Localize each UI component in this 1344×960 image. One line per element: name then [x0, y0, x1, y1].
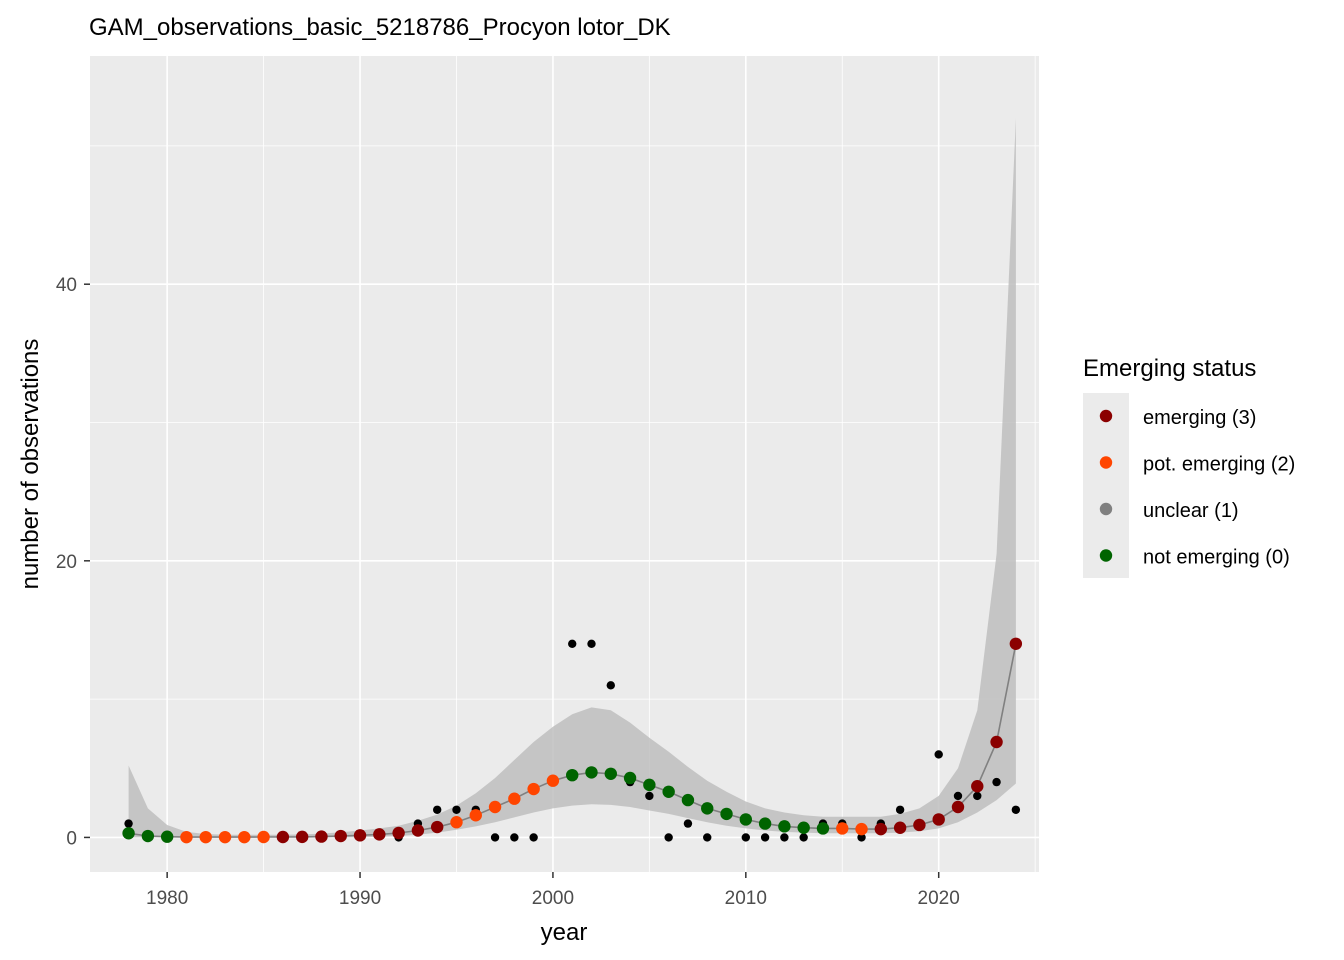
observed-point — [645, 791, 654, 801]
fitted-point — [315, 830, 328, 843]
fitted-point — [122, 827, 135, 840]
y-axis: 0 20 40 — [56, 275, 90, 849]
legend-key-background — [1083, 393, 1129, 578]
observed-point — [606, 681, 615, 690]
x-tick-label: 1990 — [339, 888, 381, 909]
fitted-point — [180, 830, 193, 844]
fitted-point — [932, 813, 945, 826]
observed-point — [490, 833, 500, 842]
fitted-point — [585, 766, 598, 779]
legend-key — [1099, 409, 1113, 423]
observed-point — [664, 833, 673, 842]
fitted-point — [392, 826, 405, 840]
fitted-point — [951, 800, 965, 814]
fitted-point — [218, 830, 232, 844]
observed-point — [510, 833, 519, 842]
minor-gridlines — [90, 56, 1039, 872]
fitted-point — [623, 771, 637, 785]
legend-label: pot. emerging (2) — [1143, 454, 1295, 476]
legend-label: unclear (1) — [1143, 500, 1239, 522]
x-tick-label: 2000 — [532, 888, 574, 909]
legend-title: Emerging status — [1083, 355, 1256, 382]
observed-point — [529, 833, 538, 842]
legend-label: emerging (3) — [1143, 407, 1256, 429]
x-tick-label: 2010 — [725, 888, 767, 909]
fitted-point — [566, 768, 579, 782]
observed-point — [953, 791, 963, 801]
fitted-point — [334, 829, 347, 843]
legend: Emerging status emerging (3) pot. emergin… — [1083, 355, 1295, 578]
fitted-point — [990, 735, 1003, 749]
fitted-points — [122, 637, 1023, 844]
fitted-point — [604, 767, 617, 781]
fitted-point — [816, 822, 830, 835]
observed-point — [895, 805, 905, 814]
observed-point — [741, 833, 751, 842]
fitted-point — [238, 830, 251, 844]
fitted-point — [855, 822, 868, 836]
y-tick-label: 40 — [56, 275, 77, 296]
fitted-point — [276, 830, 290, 844]
observed-point — [760, 833, 770, 842]
y-axis-title: number of observations — [17, 339, 44, 590]
legend-label: not emerging (0) — [1143, 547, 1290, 569]
fitted-point — [546, 774, 560, 787]
fitted-point — [971, 780, 984, 793]
fitted-point — [469, 809, 482, 822]
observed-point — [780, 833, 789, 842]
fitted-point — [797, 821, 810, 834]
fitted-point — [643, 778, 656, 792]
x-tick-label: 2020 — [918, 888, 960, 909]
observed-point — [432, 805, 442, 814]
fitted-point — [913, 818, 926, 832]
observed-point — [452, 805, 461, 814]
x-axis-title: year — [541, 919, 588, 946]
fitted-point — [681, 793, 695, 807]
fitted-point — [701, 802, 714, 815]
y-tick-label: 0 — [66, 828, 77, 849]
x-axis: 1980 1990 2000 2010 2020 — [146, 872, 960, 909]
fitted-point — [295, 830, 309, 844]
fitted-point — [758, 817, 772, 830]
fitted-point — [836, 822, 849, 835]
observed-point — [703, 833, 712, 842]
fitted-point — [720, 807, 733, 821]
fitted-point — [353, 829, 367, 842]
fitted-point — [893, 821, 907, 834]
observed-point — [973, 791, 982, 801]
observed-point — [1011, 805, 1021, 814]
observed-point — [683, 819, 693, 828]
fitted-point — [778, 820, 791, 833]
legend-items: emerging (3) pot. emerging (2) unclear (1)… — [1099, 407, 1295, 569]
fitted-point — [527, 782, 540, 796]
observed-point — [857, 833, 866, 842]
fitted-point — [199, 830, 212, 844]
fitted-point — [450, 816, 463, 829]
fitted-point — [430, 820, 444, 834]
fitted-point — [411, 824, 425, 837]
fitted-point — [739, 813, 753, 826]
fitted-point — [141, 829, 155, 843]
observed-point — [934, 750, 943, 759]
fitted-point — [662, 785, 675, 798]
x-tick-label: 1980 — [146, 888, 188, 909]
fitted-point — [488, 800, 502, 814]
fitted-point — [160, 830, 174, 843]
legend-key — [1099, 549, 1113, 562]
observed-point — [587, 639, 596, 648]
fitted-point — [1009, 637, 1023, 650]
observed-point — [992, 777, 1001, 787]
observed-point — [124, 819, 133, 828]
legend-key — [1099, 456, 1113, 469]
fitted-point — [257, 830, 270, 844]
observed-point — [568, 639, 577, 648]
y-tick-label: 20 — [56, 552, 77, 573]
fitted-point — [874, 822, 888, 836]
fitted-point — [373, 828, 386, 841]
fitted-point — [508, 792, 521, 805]
chart-title: GAM_observations_basic_5218786_Procyon l… — [89, 14, 671, 41]
observed-point — [799, 833, 808, 842]
legend-key — [1099, 502, 1113, 516]
